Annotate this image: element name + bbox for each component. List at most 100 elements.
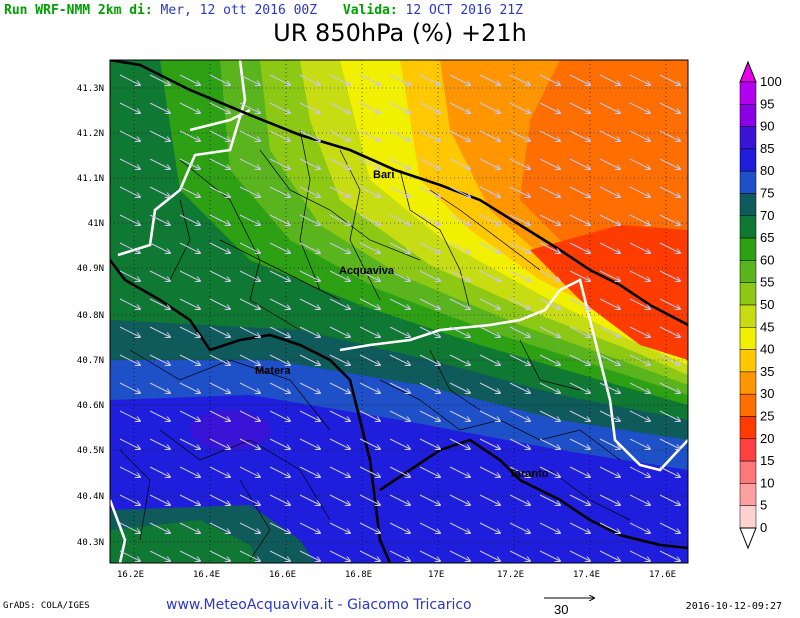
wind-vector-icon [629,550,650,561]
wind-vector-icon [239,186,260,197]
wind-vector-icon [209,74,230,85]
wind-vector-icon [149,354,170,365]
wind-vector-icon [179,326,200,337]
wind-vector-icon [629,298,650,309]
wind-vector-icon [449,550,470,561]
wind-vector-icon [629,242,650,253]
wind-vector-icon [449,354,470,365]
wind-vector-icon [509,494,530,505]
colorbar-swatch [739,237,757,261]
colorbar-swatch [739,438,757,462]
wind-vector-icon [419,158,440,169]
wind-vector-icon [569,550,590,561]
wind-vector-icon [149,158,170,169]
lon-label: 16.8E [345,570,372,580]
wind-vector-icon [419,186,440,197]
wind-vector-icon [359,382,380,393]
wind-vector-icon [479,410,500,421]
wind-vector-icon [479,438,500,449]
wind-vector-icon [269,550,290,561]
colorbar-level-label: 25 [760,409,774,424]
wind-vector-icon [209,382,230,393]
wind-vector-icon [119,494,140,505]
wind-vector-icon [299,382,320,393]
wind-vector-icon [149,298,170,309]
wind-vector-icon [269,270,290,281]
wind-vector-icon [149,270,170,281]
wind-vector-icon [569,74,590,85]
wind-vector-icon [269,242,290,253]
colorbar-level-label: 5 [760,498,767,513]
wind-vector-icon [239,158,260,169]
wind-vector-icon [209,158,230,169]
wind-vector-icon [179,214,200,225]
wind-vector-icon [659,438,680,449]
wind-vector-icon [299,354,320,365]
band-25-top [640,60,688,120]
wind-vector-icon [269,410,290,421]
wind-vector-icon [449,186,470,197]
run-header: Run WRF-NMM 2km di: Mer, 12 ott 2016 00Z… [4,3,523,18]
wind-vector-icon [239,214,260,225]
wind-vector-icon [659,550,680,561]
colorbar-level-label: 10 [760,475,774,490]
map-title: UR 850hPa (%) +21h [273,19,527,47]
wind-vector-icon [659,102,680,113]
wind-vector-icon [209,410,230,421]
run-label: Run WRF-NMM 2km di: [4,3,153,18]
wind-vector-icon [449,270,470,281]
wind-vector-icon [179,186,200,197]
wind-vector-icon [149,438,170,449]
wind-vector-icon [119,186,140,197]
wind-vector-icon [659,130,680,141]
wind-vector-icon [569,130,590,141]
wind-vector-icon [479,382,500,393]
wind-vector-icon [119,410,140,421]
wind-vector-icon [569,270,590,281]
wind-vector-icon [569,214,590,225]
lat-label: 40.8N [77,311,104,321]
wind-vector-icon [599,438,620,449]
wind-vector-icon [209,130,230,141]
wind-vector-icon [389,550,410,561]
wind-vector-icon [389,466,410,477]
colorbar-level-label: 30 [760,386,774,401]
wind-vectors [119,74,680,561]
wind-vector-icon [299,410,320,421]
wind-vector-icon [389,74,410,85]
wind-vector-icon [179,382,200,393]
wind-vector-icon [479,242,500,253]
lon-label: 17.4E [573,570,600,580]
wind-vector-icon [329,130,350,141]
wind-vector-icon [179,270,200,281]
wind-vector-icon [209,522,230,533]
map-border [109,59,689,564]
wind-vector-icon [509,102,530,113]
wind-vector-icon [419,74,440,85]
wind-vector-icon [209,270,230,281]
wind-vector-icon [449,130,470,141]
wind-vector-icon [659,270,680,281]
wind-vector-icon [269,214,290,225]
wind-vector-icon [299,214,320,225]
band-65-lower [110,520,258,563]
wind-vector-icon [299,270,320,281]
wind-vector-icon [629,74,650,85]
lat-label: 41.1N [77,174,104,184]
colorbar-level-label: 80 [760,163,774,178]
wind-vector-icon [629,438,650,449]
lon-axis: 16.2E 16.4E 16.6E 16.8E 17E 17.2E 17.4E … [117,570,676,580]
wind-vector-icon [119,74,140,85]
wind-vector-icon [569,354,590,365]
wind-vector-icon [659,382,680,393]
wind-vector-icon [269,326,290,337]
wind-vector-icon [629,382,650,393]
wind-vector-icon [419,270,440,281]
wind-vector-icon [419,550,440,561]
wind-vector-icon [539,102,560,113]
colorbar-level-label: 70 [760,208,774,223]
wind-vector-icon [149,186,170,197]
wind-vector-icon [539,494,560,505]
wind-vector-icon [239,438,260,449]
wind-vector-icon [209,186,230,197]
